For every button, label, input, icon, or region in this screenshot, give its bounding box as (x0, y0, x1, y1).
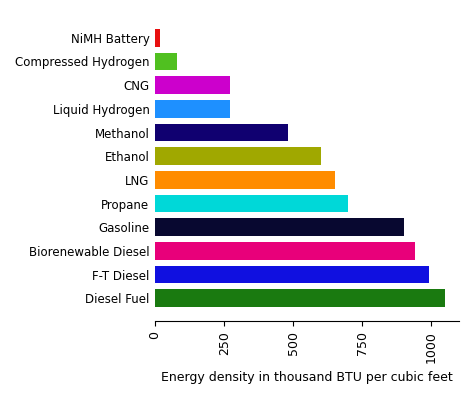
Bar (155, 289, 445, 307)
Bar (155, 171, 335, 189)
Bar (155, 195, 348, 212)
Bar (155, 100, 230, 118)
Bar (155, 218, 404, 236)
X-axis label: Energy density in thousand BTU per cubic feet: Energy density in thousand BTU per cubic… (161, 371, 453, 384)
Bar (155, 147, 321, 165)
Bar (155, 29, 160, 47)
Bar (155, 53, 177, 70)
Bar (155, 242, 415, 260)
Bar (155, 266, 428, 283)
Bar (155, 76, 230, 94)
Bar (155, 124, 288, 141)
